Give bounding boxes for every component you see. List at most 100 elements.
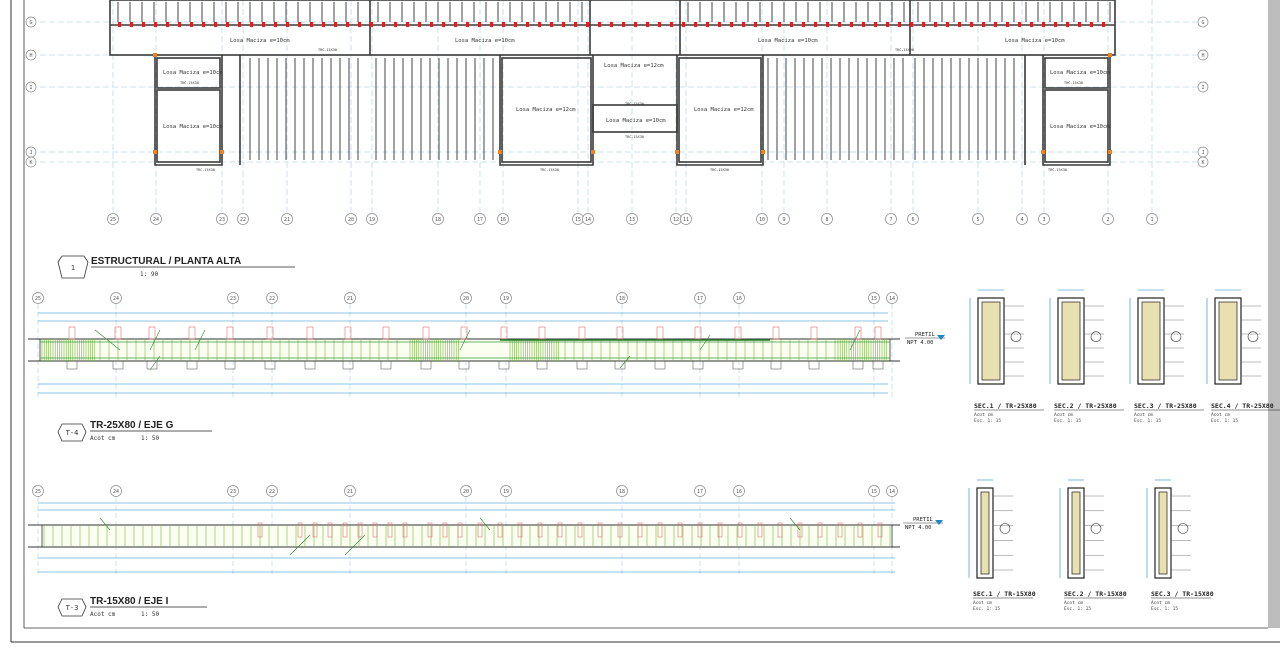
beam-grid-bubble: 20 [460, 292, 472, 304]
plan-connector [334, 22, 337, 27]
beam-grid-bubble-label: 23 [230, 489, 236, 495]
plan-connector [1054, 22, 1057, 27]
plan-connector [718, 22, 721, 27]
beam-post [387, 522, 393, 538]
plan-connector [634, 22, 637, 27]
plan-connector [910, 22, 913, 27]
beam-support [852, 360, 864, 370]
beam-grid-bubble: 14 [886, 485, 898, 497]
plan-connector [562, 22, 565, 27]
plan-axis-bubble-circle [216, 213, 228, 225]
plan-connector [142, 22, 145, 27]
beam-post [266, 326, 274, 340]
beam-tag: TRC-15X30 [540, 168, 559, 172]
beam-post [372, 522, 378, 538]
plan-axis-bubble-label: 18 [435, 217, 441, 223]
plan-axis-bubble-circle [432, 213, 444, 225]
plan-connector [526, 22, 529, 27]
plan-axis-bubble-label: 17 [477, 217, 483, 223]
slab-label: Losa Maciza e=10cm [1005, 38, 1065, 44]
beam-grid-bubble-circle [460, 292, 472, 304]
beam-grid-bubble-label: 25 [35, 296, 41, 302]
beam-post [306, 326, 314, 340]
section-core [1158, 491, 1168, 575]
beam-post [312, 522, 318, 538]
beam-support [614, 360, 626, 370]
plan-connector [1018, 22, 1021, 27]
t3-scale: 1: 50 [141, 611, 159, 618]
beam-post [797, 522, 803, 538]
plan-connector [1030, 22, 1033, 27]
plan-axis-letter-left-circle [25, 156, 37, 168]
plan-axis-bubble: 4 [1016, 213, 1028, 225]
plan-axis-letter-left-label: I [29, 85, 32, 91]
beam-post [477, 522, 483, 538]
t3-dimension-lines [38, 502, 895, 573]
beam-post [537, 522, 543, 538]
beam-support [264, 360, 276, 370]
plan-connector [706, 22, 709, 27]
beam-post [327, 522, 333, 538]
beam-grid-bubble-circle [266, 292, 278, 304]
plan-axis-bubble-label: 25 [110, 217, 116, 223]
beam-grid-bubble-label: 16 [736, 489, 742, 495]
slab-label: Losa Maciza e=10cm [606, 118, 666, 124]
plan-axis-bubble-circle [345, 213, 357, 225]
beam-tag: TRC-15X30 [625, 135, 644, 139]
beam-grid-bubble-label: 22 [269, 296, 275, 302]
beam-post [777, 522, 783, 538]
plan-title-block: 1 ESTRUCTURAL / PLANTA ALTA 1: 90 [57, 255, 295, 279]
beam-post [734, 326, 742, 340]
beam-post [677, 522, 683, 538]
plan-axis-bubble: 24 [150, 213, 162, 225]
beam-grid-bubble: 16 [733, 292, 745, 304]
plan-axis-bubble-label: 4 [1020, 217, 1023, 223]
beam-grid-bubble-label: 24 [113, 296, 119, 302]
beam-grid-bubble: 22 [266, 485, 278, 497]
slab-label: Losa Maciza e=10cm [163, 124, 223, 130]
plan-axis-letter-right-circle [1197, 156, 1209, 168]
section-detail-circle [999, 523, 1011, 534]
beam-grid-bubble-circle [733, 292, 745, 304]
plan-number: 1 [71, 264, 75, 272]
beam-post [857, 522, 863, 538]
beam-support [458, 360, 470, 370]
slab-label: Losa Maciza e=10cm [1050, 70, 1110, 76]
beam-support [342, 360, 354, 370]
beam-grid-bubble: 22 [266, 292, 278, 304]
beam-support [732, 360, 744, 370]
plan-connector [802, 22, 805, 27]
section-note: Acot cm [1151, 600, 1170, 606]
plan-connector [826, 22, 829, 27]
beam-grid-bubble: 23 [227, 292, 239, 304]
plan-axis-bubble-label: 12 [673, 217, 679, 223]
plan-connector [694, 22, 697, 27]
plan-axis-bubble: 25 [107, 213, 119, 225]
plan-axis-letter-right-label: J [1201, 150, 1204, 156]
plan-axis-bubble-label: 20 [348, 217, 354, 223]
plan-axis-bubble-circle [281, 213, 293, 225]
plan-connector [118, 22, 121, 27]
beam-tag: TRC-15X30 [318, 48, 337, 52]
plan-connector [226, 22, 229, 27]
plan-axis-bubble: 7 [885, 213, 897, 225]
plan-axis-bubble-label: 9 [782, 217, 785, 223]
section-detail-circle [1170, 331, 1182, 343]
slab-label-12: Losa Maciza e=12cm [694, 107, 754, 113]
plan-scale: 1: 90 [140, 271, 158, 278]
plan-connector [166, 22, 169, 27]
t4-level-label: NPT 4.00 [907, 340, 934, 346]
slab-label: Losa Maciza e=10cm [758, 38, 818, 44]
t3-subtitle: Acot cm [90, 611, 116, 618]
beam-grid-bubble-label: 15 [871, 296, 877, 302]
beam-grid-bubble: 19 [500, 485, 512, 497]
plan-axis-bubble: 17 [474, 213, 486, 225]
beam-grid-bubble-label: 17 [697, 489, 703, 495]
plan-joists [117, 2, 1111, 160]
plan-axis-bubble-circle [474, 213, 486, 225]
beam-post [874, 326, 882, 340]
plan-connector [1078, 22, 1081, 27]
plan-connector [958, 22, 961, 27]
